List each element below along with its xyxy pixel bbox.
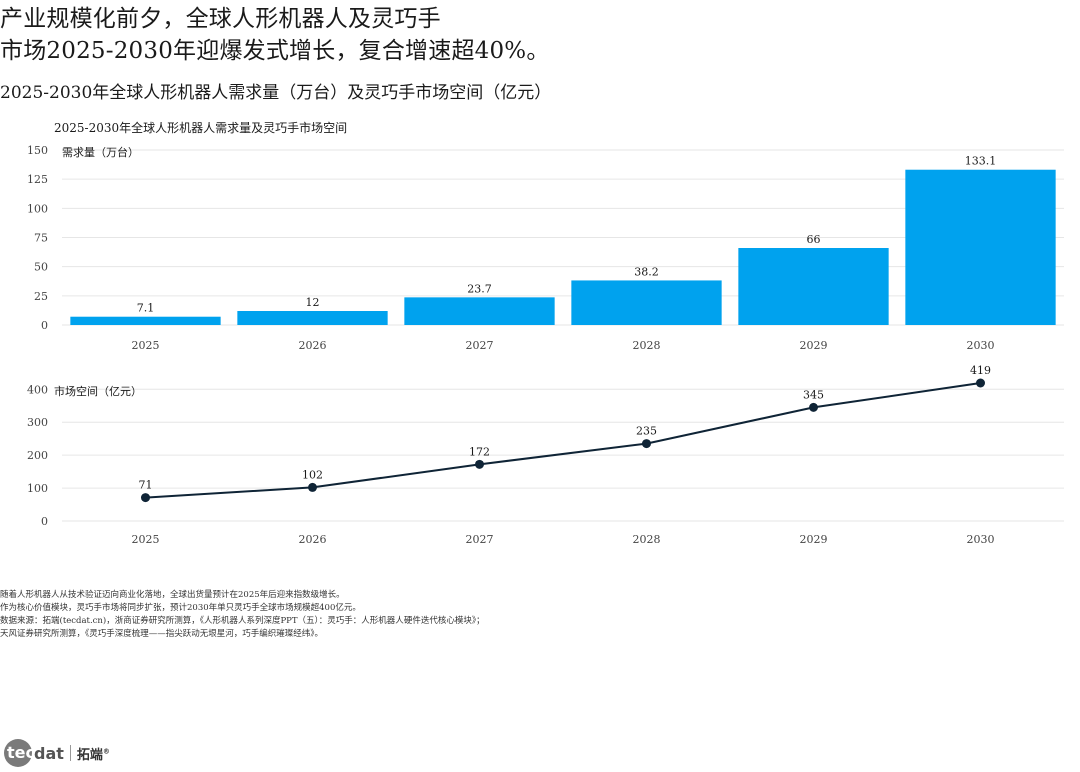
bar-x-tick-label: 2026	[299, 339, 327, 352]
bar-2028	[571, 280, 722, 325]
brand-logo: tec dat 拓端®	[4, 738, 110, 768]
line-value-label: 345	[803, 388, 824, 401]
bar-2027	[404, 297, 555, 325]
line-point-2030	[976, 378, 985, 388]
bar-x-tick-label: 2028	[633, 339, 661, 352]
line-x-tick-label: 2027	[466, 533, 494, 546]
logo-chinese-name: 拓端®	[76, 747, 110, 763]
headline-line-1: 产业规模化前夕，全球人形机器人及灵巧手	[0, 6, 441, 32]
line-value-label: 172	[469, 445, 490, 458]
bar-value-labels: 7.1 12 23.7 38.2 66 133.1	[137, 155, 997, 315]
bar-y-tick-label: 25	[34, 290, 48, 303]
headline-line-2: 市场2025-2030年迎爆发式增长，复合增速超40%。	[0, 38, 550, 64]
line-value-label: 235	[636, 425, 657, 438]
bar-value-label: 133.1	[965, 155, 997, 168]
bar-2030	[905, 169, 1056, 325]
bar-value-label: 12	[306, 296, 320, 309]
bar-x-axis: 2025 2026 2027 2028 2029 2030	[132, 339, 995, 352]
bar-value-label: 38.2	[634, 265, 659, 278]
footnote: 作为核心价值模块，灵巧手市场将同步扩张，预计2030年单只灵巧手全球市场规模超4…	[0, 603, 361, 613]
line-y-tick-label: 200	[27, 449, 48, 462]
bar-grid	[62, 149, 1064, 326]
bar-y-tick-label: 0	[41, 319, 48, 332]
line-y-tick-label: 0	[41, 515, 48, 528]
bar-x-tick-label: 2030	[967, 339, 995, 352]
bar-value-label: 23.7	[467, 282, 492, 295]
line-series	[141, 378, 985, 503]
bar-y-tick-label: 75	[34, 232, 48, 245]
footnote: 数据来源：拓端(tecdat.cn)，浙商证券研究所测算，《人形机器人系列深度P…	[0, 616, 485, 626]
line-point-2027	[475, 459, 484, 469]
line-value-label: 102	[302, 468, 323, 481]
bar-value-label: 7.1	[137, 302, 155, 315]
bar-y-axis-label: 需求量（万台）	[62, 145, 139, 159]
line-y-axis: 0 100 200 300 400	[27, 383, 48, 528]
bar-y-axis: 0 25 50 75 100 125 150	[27, 144, 48, 332]
chart-title: 2025-2030年全球人形机器人需求量及灵巧手市场空间	[54, 120, 347, 135]
line-x-tick-label: 2028	[633, 533, 661, 546]
line-value-label: 71	[139, 479, 153, 492]
bar-series	[70, 169, 1056, 325]
line-y-axis-label: 市场空间（亿元）	[54, 384, 142, 398]
bar-y-tick-label: 125	[27, 173, 48, 186]
bar-2025	[70, 316, 221, 325]
line-x-tick-label: 2030	[967, 533, 995, 546]
line-point-2028	[642, 439, 651, 449]
bar-y-tick-label: 100	[27, 202, 48, 215]
line-x-tick-label: 2029	[800, 533, 828, 546]
bar-y-tick-label: 50	[34, 261, 48, 274]
logo-mark-text: tec	[7, 743, 35, 762]
bar-x-tick-label: 2025	[132, 339, 160, 352]
bar-2029	[738, 248, 889, 325]
bar-x-tick-label: 2027	[466, 339, 494, 352]
subtitle: 2025-2030年全球人形机器人需求量（万台）及灵巧手市场空间（亿元）	[0, 83, 552, 103]
line-value-labels: 71 102 172 235 345 419	[139, 364, 992, 492]
bar-2026	[237, 311, 388, 325]
line-x-tick-label: 2025	[132, 533, 160, 546]
chart-area: 2025-2030年全球人形机器人需求量及灵巧手市场空间 0 25 50 75 100 1…	[27, 120, 1064, 546]
line-grid	[62, 388, 1064, 522]
bar-x-tick-label: 2029	[800, 339, 828, 352]
line-y-tick-label: 400	[27, 383, 48, 396]
footnotes: 随着人形机器人从技术验证迈向商业化落地，全球出货量预计在2025年后迎来指数级增…	[0, 589, 485, 641]
footnote: 随着人形机器人从技术验证迈向商业化落地，全球出货量预计在2025年后迎来指数级增…	[0, 590, 345, 600]
market-size-line	[145, 382, 981, 499]
bar-y-tick-label: 150	[27, 144, 48, 157]
line-point-2025	[141, 493, 150, 503]
logo-mark: tec	[4, 738, 44, 768]
line-y-tick-label: 100	[27, 482, 48, 495]
line-x-tick-label: 2026	[299, 533, 327, 546]
line-point-2026	[308, 482, 317, 492]
bar-value-label: 66	[807, 233, 821, 246]
logo-wordmark: dat	[34, 743, 64, 763]
footnote: 天风证券研究所测算，《灵巧手深度梳理——指尖跃动无垠星河，巧手编织璀璨经纬》。	[0, 629, 324, 639]
line-x-axis: 2025 2026 2027 2028 2029 2030	[132, 533, 995, 546]
line-value-label: 419	[970, 364, 991, 377]
line-point-2029	[809, 402, 818, 412]
line-y-tick-label: 300	[27, 416, 48, 429]
